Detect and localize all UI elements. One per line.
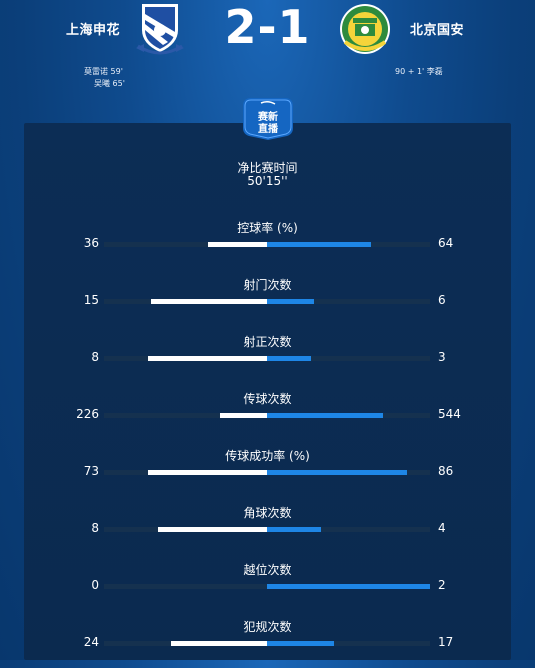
stat-home-value: 0 [91, 578, 99, 592]
stat-home-bar [158, 527, 267, 532]
stat-home-bar [151, 299, 267, 304]
stat-away-value: 86 [438, 464, 454, 478]
stat-title: 传球成功率 (%) [225, 449, 310, 463]
home-scorer: 吴曦 65' [94, 79, 125, 88]
stat-title: 角球次数 [243, 506, 292, 520]
stat-away-bar [267, 641, 334, 646]
home-team-crest-icon [136, 4, 184, 55]
stat-away-bar [267, 470, 407, 475]
badge-text-line-2: 直播 [258, 122, 279, 135]
stat-away-value: 2 [438, 578, 446, 592]
stat-away-bar [267, 584, 430, 589]
stat-away-value: 6 [438, 293, 446, 307]
match-score: 2-1 [224, 0, 311, 54]
stat-home-bar [171, 641, 267, 646]
badge-text-line-1: 赛新 [257, 110, 278, 123]
home-scorer: 莫雷诺 59' [84, 67, 123, 76]
stat-title: 控球率 (%) [237, 221, 298, 235]
stat-away-value: 64 [438, 236, 454, 250]
stat-row-offsides: 越位次数 0 2 [0, 561, 535, 611]
stat-home-value: 15 [83, 293, 99, 307]
stat-row-possession: 控球率 (%) 36 64 [0, 219, 535, 269]
stat-away-value: 17 [438, 635, 454, 649]
stat-bar [104, 527, 430, 532]
stat-home-bar [148, 470, 267, 475]
away-team-crest-icon [340, 4, 390, 54]
stat-title: 传球次数 [243, 392, 292, 406]
live-badge-icon: 赛新 直播 [243, 98, 293, 140]
stat-home-value: 226 [76, 407, 99, 421]
stat-bar [104, 584, 430, 589]
stat-title: 射门次数 [243, 278, 292, 292]
stat-home-value: 73 [83, 464, 99, 478]
stat-away-bar [267, 413, 383, 418]
stat-home-bar [148, 356, 267, 361]
stat-row-shots-on-target: 射正次数 8 3 [0, 333, 535, 383]
stat-row-passes: 传球次数 226 544 [0, 390, 535, 440]
stat-title: 犯规次数 [243, 620, 292, 634]
stat-row-pass-accuracy: 传球成功率 (%) 73 86 [0, 447, 535, 497]
stat-bar [104, 641, 430, 646]
match-header: 上海申花 2-1 北京国安 莫雷诺 59' 吴曦 65' 90 + 1' 李磊 [0, 0, 535, 120]
home-team-name: 上海申花 [66, 23, 121, 38]
stat-title: 越位次数 [243, 563, 292, 577]
stat-bar [104, 242, 430, 247]
clock-label: 净比赛时间 [237, 161, 298, 175]
stat-title: 射正次数 [243, 335, 292, 349]
stats-panel [24, 123, 511, 660]
away-scorer: 90 + 1' 李磊 [395, 67, 443, 76]
stat-away-value: 3 [438, 350, 446, 364]
clock-value: 50'15'' [247, 174, 288, 188]
stat-row-corners: 角球次数 8 4 [0, 504, 535, 554]
stat-home-value: 8 [91, 521, 99, 535]
stat-home-bar [220, 413, 267, 418]
stat-away-value: 4 [438, 521, 446, 535]
stat-away-bar [267, 242, 371, 247]
stat-bar [104, 413, 430, 418]
stat-home-value: 36 [83, 236, 99, 250]
stat-away-value: 544 [438, 407, 461, 421]
stat-home-value: 8 [91, 350, 99, 364]
stat-away-bar [267, 527, 321, 532]
away-team-name: 北京国安 [410, 23, 465, 38]
stat-home-value: 24 [83, 635, 99, 649]
stat-away-bar [267, 356, 311, 361]
stat-bar [104, 356, 430, 361]
stat-row-shots: 射门次数 15 6 [0, 276, 535, 326]
stat-home-bar [208, 242, 267, 247]
stat-away-bar [267, 299, 314, 304]
stat-bar [104, 299, 430, 304]
stat-row-fouls: 犯规次数 24 17 [0, 618, 535, 668]
stat-bar [104, 470, 430, 475]
